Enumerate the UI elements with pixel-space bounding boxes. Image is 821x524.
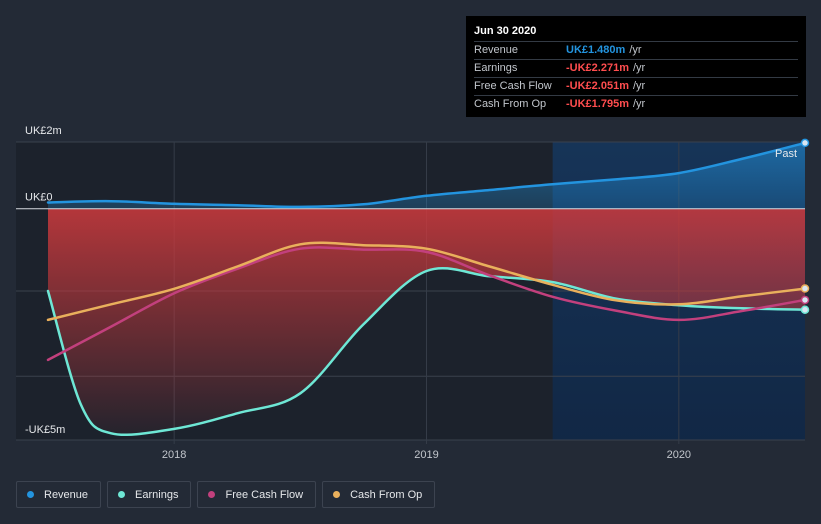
tooltip-row-earnings: Earnings -UK£2.271m /yr xyxy=(474,59,798,77)
legend-label: Cash From Op xyxy=(350,488,423,501)
tooltip-label: Earnings xyxy=(474,62,518,74)
tooltip-row-free-cash-flow: Free Cash Flow -UK£2.051m /yr xyxy=(474,77,798,95)
tooltip-label: Cash From Op xyxy=(474,98,547,110)
tooltip-label: Free Cash Flow xyxy=(474,80,552,92)
legend-dot-icon xyxy=(208,491,216,498)
past-label: Past xyxy=(775,148,797,160)
legend-dot-icon xyxy=(118,491,126,498)
y-tick-label: -UK£5m xyxy=(25,424,65,436)
tooltip-value: UK£1.480m xyxy=(566,44,626,56)
tooltip-row-cash-from-op: Cash From Op -UK£1.795m /yr xyxy=(474,95,798,113)
tooltip-unit: /yr xyxy=(632,62,646,74)
y-tick-label: UK£2m xyxy=(25,125,62,137)
end-marker-revenue xyxy=(800,138,810,148)
x-tick-label: 2020 xyxy=(667,449,691,461)
series-line-free-cash-flow xyxy=(46,246,807,362)
legend-item-cash-from-op[interactable]: Cash From Op xyxy=(322,481,436,508)
series-line-revenue xyxy=(46,141,807,209)
end-marker-free-cash-flow xyxy=(800,295,810,305)
y-axis-labels: UK£2m UK£0 -UK£5m xyxy=(25,125,65,436)
tooltip-unit: /yr xyxy=(629,44,642,56)
end-marker-earnings xyxy=(800,305,810,314)
series-lines xyxy=(46,141,807,437)
legend-label: Revenue xyxy=(44,488,89,501)
legend-item-revenue[interactable]: Revenue xyxy=(16,481,102,508)
revenue-area xyxy=(48,142,805,209)
legend-label: Free Cash Flow xyxy=(225,488,304,501)
x-tick-label: 2019 xyxy=(414,449,438,461)
tooltip-value: -UK£1.795m xyxy=(566,98,629,110)
x-axis-labels: 2018 2019 2020 xyxy=(162,449,691,461)
data-tooltip: Jun 30 2020 Revenue UK£1.480m /yr Earnin… xyxy=(466,16,806,117)
tooltip-value: -UK£2.271m xyxy=(566,62,629,74)
end-marker-cash-from-op xyxy=(800,284,810,293)
end-markers xyxy=(800,138,810,314)
tooltip-row-revenue: Revenue UK£1.480m /yr xyxy=(474,41,798,59)
tooltip-date: Jun 30 2020 xyxy=(474,25,537,37)
tooltip-unit: /yr xyxy=(632,98,646,110)
legend-item-free-cash-flow[interactable]: Free Cash Flow xyxy=(197,481,317,508)
tooltip-unit: /yr xyxy=(632,80,646,92)
legend-label: Earnings xyxy=(135,488,179,501)
series-line-cash-from-op xyxy=(46,241,807,322)
legend-dot-icon xyxy=(27,491,34,498)
tooltip-value: -UK£2.051m xyxy=(566,80,629,92)
chart-legend: Revenue Earnings Free Cash Flow Cash Fro… xyxy=(16,481,441,508)
legend-item-earnings[interactable]: Earnings xyxy=(107,481,192,508)
x-tick-label: 2018 xyxy=(162,449,186,461)
y-tick-label: UK£0 xyxy=(25,192,53,204)
legend-dot-icon xyxy=(333,491,341,498)
tooltip-label: Revenue xyxy=(474,44,519,56)
